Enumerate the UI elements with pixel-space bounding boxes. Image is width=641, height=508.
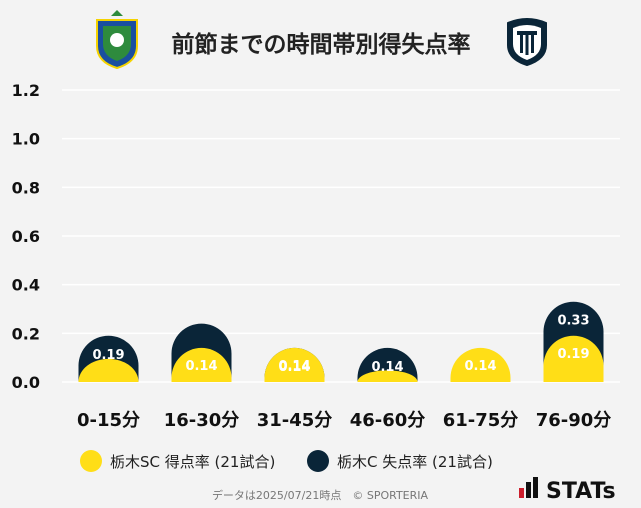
home-team-crest-icon (96, 10, 138, 70)
y-tick-label: 1.2 (12, 81, 40, 100)
bar-scored (450, 347, 511, 382)
y-tick-label: 0.6 (12, 227, 40, 246)
legend-swatch-scored (80, 450, 102, 472)
data-label-conceded: 0.33 (557, 314, 589, 329)
y-tick-label: 1.0 (12, 130, 40, 149)
y-tick-label: 0.4 (12, 276, 40, 295)
data-label-scored: 0.14 (185, 359, 217, 374)
bar-scored (264, 347, 325, 382)
bar-scored (171, 347, 232, 382)
brand-logo-text: STATs (546, 479, 616, 504)
y-tick-label: 0.2 (12, 324, 40, 343)
legend-swatch-conceded (307, 450, 329, 472)
x-category-label: 61-75分 (443, 410, 519, 431)
legend: 栃木SC 得点率 (21試合) 栃木C 失点率 (21試合) (80, 450, 493, 472)
data-label-scored: 0.14 (464, 359, 496, 374)
data-label-conceded: 0.14 (371, 360, 403, 375)
legend-label-conceded: 栃木C 失点率 (21試合) (337, 453, 493, 471)
footer-note: データは2025/07/21時点 © SPORTERIA (212, 488, 429, 502)
legend-label-scored: 栃木SC 得点率 (21試合) (110, 453, 275, 471)
data-label-scored: 0.14 (278, 359, 310, 374)
bar-scored (543, 335, 604, 382)
away-team-crest-icon (507, 18, 547, 67)
bar-scored (357, 370, 418, 382)
data-label-conceded: 0.14 (278, 360, 310, 375)
x-category-label: 16-30分 (164, 410, 240, 431)
bar-scored (78, 358, 139, 382)
stats-logo-icon (519, 477, 538, 498)
x-category-label: 76-90分 (536, 410, 612, 431)
y-tick-label: 0.8 (12, 178, 40, 197)
data-label-conceded: 0.19 (92, 348, 124, 363)
data-label-scored: 0.19 (557, 347, 589, 362)
x-category-label: 31-45分 (257, 410, 333, 431)
x-category-label: 0-15分 (77, 410, 140, 431)
x-category-label: 46-60分 (350, 410, 426, 431)
chart-title: 前節までの時間帯別得失点率 (172, 31, 471, 58)
y-tick-label: 0.0 (12, 373, 40, 392)
